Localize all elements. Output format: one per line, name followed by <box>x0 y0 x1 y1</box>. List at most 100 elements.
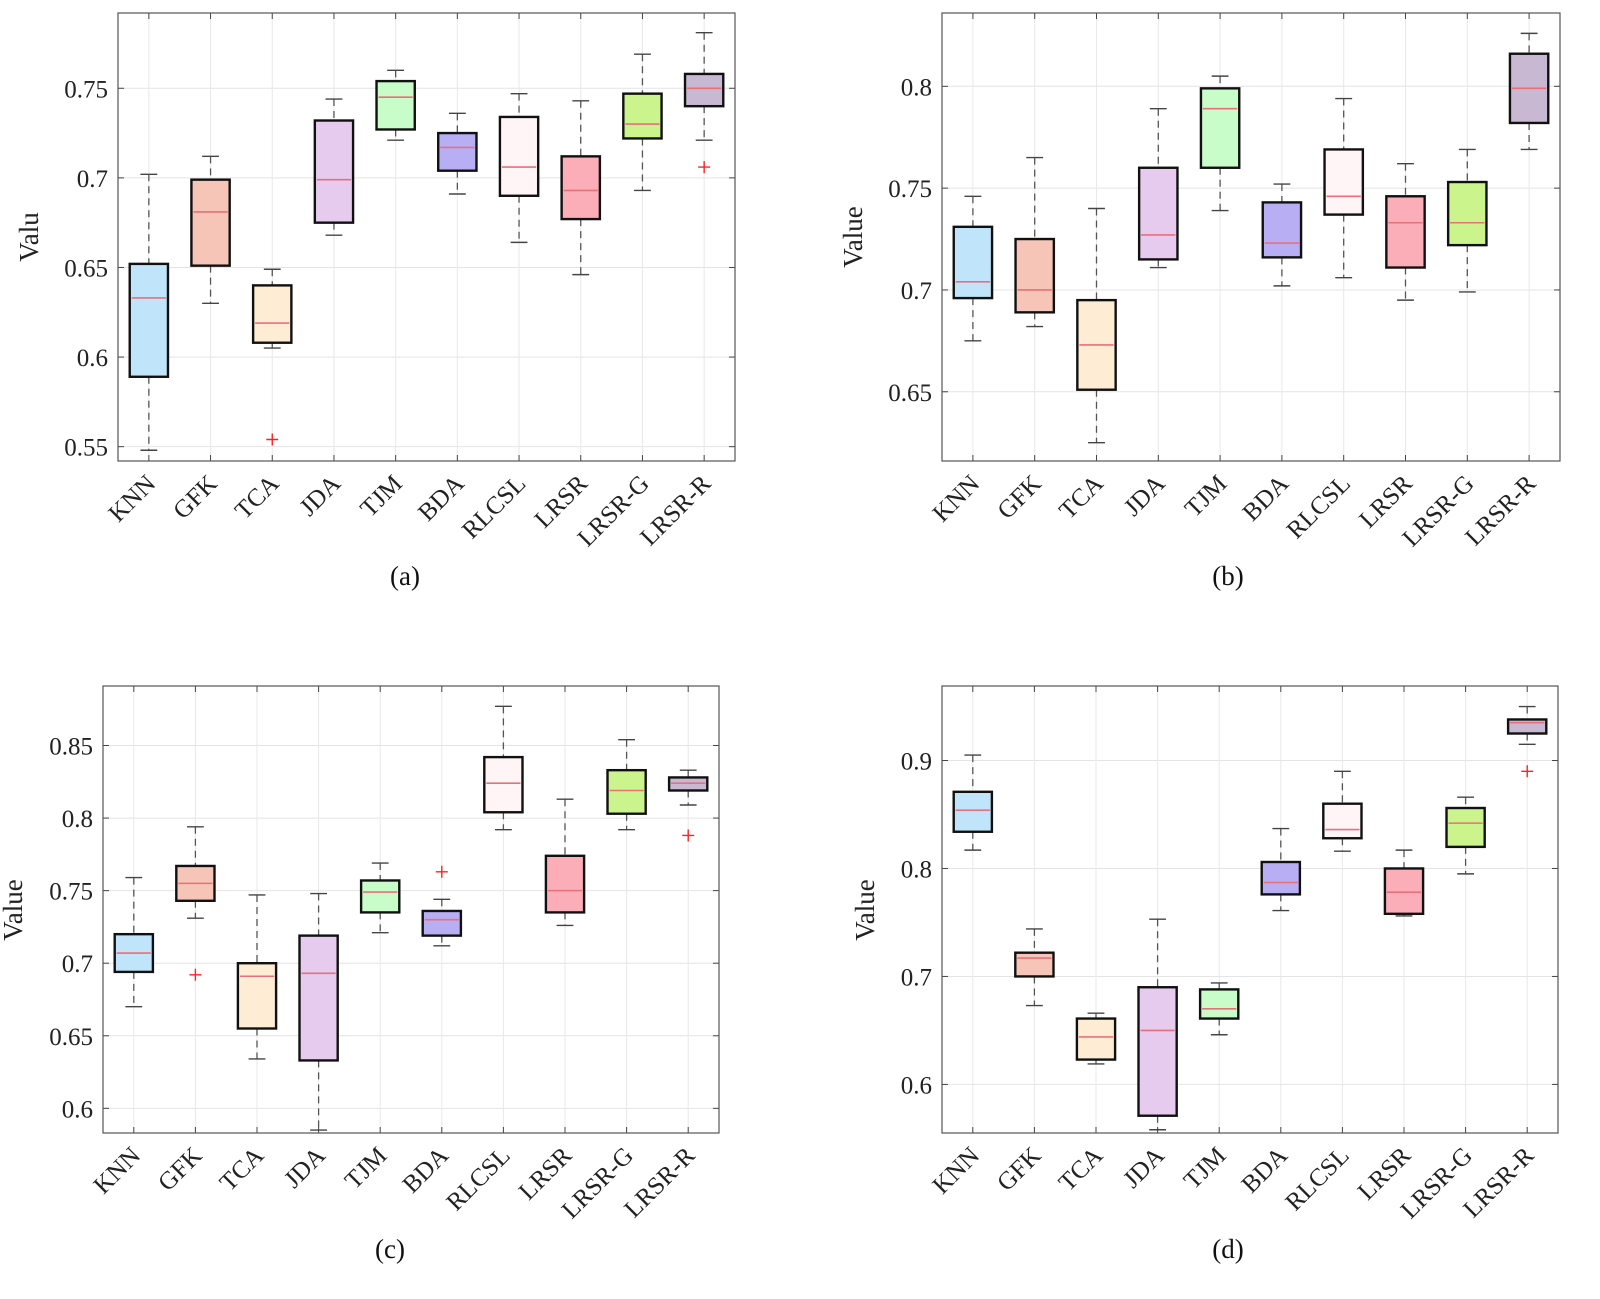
box-gfk <box>190 155 231 305</box>
box-iqr <box>190 178 231 267</box>
box-lrsr <box>1383 849 1425 917</box>
x-tick-label: TCA <box>230 470 284 524</box>
box-knn <box>113 876 155 1008</box>
panel-caption: (d) <box>1212 1234 1243 1264</box>
axes-frame <box>102 685 720 1134</box>
panel-caption: (a) <box>390 561 420 591</box>
y-axis-label: Value <box>838 206 868 267</box>
box-bda <box>437 112 478 195</box>
x-tick-label: GFK <box>992 1142 1046 1196</box>
box-iqr <box>1075 1017 1117 1061</box>
box-lrsr-g <box>1445 796 1486 875</box>
x-tick-label: GFK <box>168 470 222 524</box>
x-tick-label: KNN <box>928 470 985 527</box>
box-iqr <box>1199 87 1241 169</box>
box-lrsr-g <box>1446 148 1488 293</box>
outlier-marker <box>189 968 202 981</box>
box-lrsr-r <box>1506 705 1548 778</box>
axes-frame <box>117 12 736 462</box>
box-gfk <box>175 826 216 981</box>
y-axis-label: Value <box>0 879 28 940</box>
axes-frame <box>941 685 1559 1134</box>
box-rlcsl <box>1323 97 1365 279</box>
panel-caption: (b) <box>1212 561 1243 591</box>
box-iqr <box>359 879 401 914</box>
box-iqr <box>1137 166 1179 261</box>
box-jda <box>1137 108 1179 269</box>
y-tick-label: 0.75 <box>49 879 93 906</box>
y-tick-label: 0.9 <box>901 749 932 776</box>
box-iqr <box>544 854 586 914</box>
box-iqr <box>1385 195 1426 269</box>
box-gfk <box>1014 156 1056 328</box>
box-iqr <box>1506 718 1548 735</box>
box-iqr <box>1446 180 1488 247</box>
box-iqr <box>952 790 994 833</box>
y-tick-label: 0.8 <box>62 806 93 833</box>
x-tick-label: RLCSL <box>442 1142 516 1216</box>
box-tca <box>251 268 293 446</box>
box-iqr <box>1322 802 1363 840</box>
x-tick-label: TJM <box>340 1142 392 1194</box>
box-knn <box>952 754 994 851</box>
box-gfk <box>1014 928 1055 1007</box>
box-iqr <box>1198 988 1240 1020</box>
outlier-marker <box>698 161 711 174</box>
box-iqr <box>622 92 663 140</box>
box-lrsr-r <box>1508 32 1550 151</box>
y-tick-label: 0.75 <box>64 76 108 103</box>
box-iqr <box>1383 867 1425 916</box>
box-knn <box>952 195 994 342</box>
y-tick-label: 0.6 <box>901 1072 932 1099</box>
outlier-marker <box>682 829 695 842</box>
y-axis-label: Value <box>850 879 880 940</box>
box-tca <box>1076 207 1117 444</box>
y-tick-label: 0.65 <box>49 1024 93 1051</box>
box-bda <box>421 865 463 947</box>
outlier-marker <box>1521 765 1534 778</box>
box-tca <box>236 894 278 1060</box>
box-iqr <box>560 155 602 221</box>
y-tick-label: 0.85 <box>49 734 93 761</box>
box-iqr <box>251 284 293 344</box>
x-tick-label: RLCSL <box>1282 470 1356 544</box>
box-iqr <box>498 115 540 197</box>
box-lrsr-r <box>683 32 725 174</box>
outlier-marker <box>435 865 448 878</box>
x-tick-label: JDA <box>295 470 347 522</box>
x-tick-label: TJM <box>1180 470 1232 522</box>
x-tick-label: RLCSL <box>457 470 531 544</box>
box-iqr <box>437 131 478 172</box>
x-tick-label: TJM <box>1179 1142 1231 1194</box>
y-tick-label: 0.75 <box>888 176 932 203</box>
box-jda <box>1137 918 1178 1131</box>
x-tick-label: JDA <box>1118 1142 1170 1194</box>
box-lrsr-g <box>622 53 663 192</box>
x-tick-label: TJM <box>355 470 407 522</box>
x-tick-label: GFK <box>992 470 1046 524</box>
box-iqr <box>313 119 355 224</box>
x-tick-label: JDA <box>1119 470 1171 522</box>
x-tick-label: TCA <box>1054 1142 1108 1196</box>
y-tick-label: 0.8 <box>901 74 932 101</box>
box-iqr <box>606 768 647 815</box>
x-tick-label: BDA <box>1238 470 1294 526</box>
box-iqr <box>298 934 339 1062</box>
y-tick-label: 0.7 <box>77 166 108 193</box>
y-tick-label: 0.7 <box>62 951 93 978</box>
chart-panel-a: 0.55 0.6 0.65 0.7 0.75 KNN GFK TCA JDA TJM BDARLCS… <box>14 12 736 591</box>
box-iqr <box>1014 237 1056 314</box>
y-tick-label: 0.7 <box>901 964 932 991</box>
y-tick-label: 0.6 <box>77 345 108 372</box>
box-rlcsl <box>483 705 524 831</box>
box-iqr <box>952 225 994 300</box>
y-tick-label: 0.65 <box>888 380 932 407</box>
x-tick-label: LRSR-R <box>635 470 716 551</box>
box-tjm <box>375 69 416 141</box>
box-iqr <box>421 909 463 937</box>
box-lrsr-r <box>667 769 709 842</box>
box-jda <box>313 98 355 236</box>
box-iqr <box>683 72 725 108</box>
